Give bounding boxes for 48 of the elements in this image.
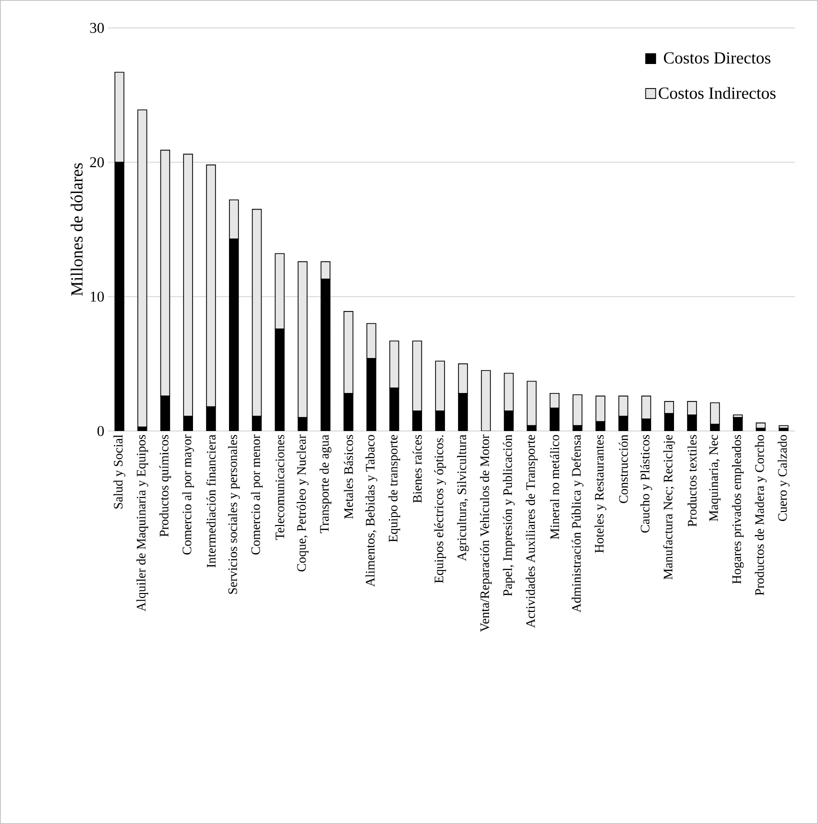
- x-tick-label: Alquiler de Maquinaria y Equipos: [136, 434, 148, 612]
- x-tick-label: Telecomunicaciones: [275, 434, 284, 540]
- x-tick-label: Equipo de transporte: [388, 434, 400, 542]
- bar: [412, 340, 422, 412]
- x-tick-label: Coque, Petróleo y Nuclear: [296, 434, 309, 572]
- bar: [137, 109, 148, 428]
- x-tick-label: Venta/Reparación Vehículos de Motor: [480, 434, 492, 632]
- bar: [526, 380, 537, 426]
- x-tick-label: Actividades Auxiliares de Transporte: [526, 434, 538, 628]
- x-tick-label: Productos químicos: [159, 434, 172, 537]
- bar: [366, 323, 376, 359]
- y-tick-label: 20: [90, 157, 104, 168]
- x-tick-label: Comercio al por menor: [250, 434, 263, 554]
- x-tick-label: Bienes raíces: [412, 434, 422, 503]
- bar: [389, 340, 400, 388]
- y-axis-title: Millones de dólares: [70, 163, 83, 296]
- x-tick-label: Transporte de agua: [320, 434, 332, 534]
- bar: [618, 396, 628, 417]
- x-tick-label: Hogares privados empleados: [732, 434, 744, 584]
- x-tick-label: Equipos eléctricos y ópticos.: [434, 435, 446, 584]
- x-tick-label: Construcción: [618, 434, 628, 504]
- y-tick-label: 0: [97, 426, 104, 436]
- legend-label: Costos Indirectos: [658, 86, 776, 99]
- y-tick-label: 10: [90, 292, 104, 302]
- x-tick-label: Productos textiles: [687, 434, 697, 527]
- x-tick-label: Agricultura, Silvicultura: [457, 434, 469, 562]
- bar: [504, 372, 514, 412]
- x-tick-label: Maquinaria, Nec: [709, 434, 721, 522]
- bar: [252, 208, 262, 417]
- x-tick-label: Alimentos, Bebidas y Tabaco: [365, 434, 378, 587]
- x-tick-label: Metales Básicos: [344, 434, 354, 519]
- x-tick-label: Mineral no metálico: [550, 434, 560, 540]
- x-tick-label: Hoteles y Restaurantes: [594, 434, 606, 553]
- legend-label: Costos Directos: [664, 52, 770, 64]
- y-tick-label: 30: [90, 22, 104, 33]
- bar: [274, 253, 285, 330]
- x-tick-label: Cuero y Calzado: [778, 435, 790, 522]
- x-tick-label: Manufactura Nec; Reciclaje: [663, 434, 676, 580]
- x-tick-label: Administración Pública y Defensa: [572, 434, 584, 612]
- x-tick-label: Productos de Madera y Corcho: [754, 435, 767, 596]
- x-tick-label: Servicios sociales y personales: [228, 434, 240, 594]
- x-tick-label: Intermediación financiera: [206, 434, 216, 568]
- x-tick-label: Comercio al por mayor: [182, 434, 194, 554]
- bar: [641, 396, 652, 420]
- x-tick-label: Caucho y Plásticos: [640, 434, 652, 533]
- x-tick-label: Salud y Social: [113, 434, 126, 508]
- x-tick-label: Papel, Impresión y Publicación: [502, 434, 515, 596]
- bar: [160, 150, 170, 396]
